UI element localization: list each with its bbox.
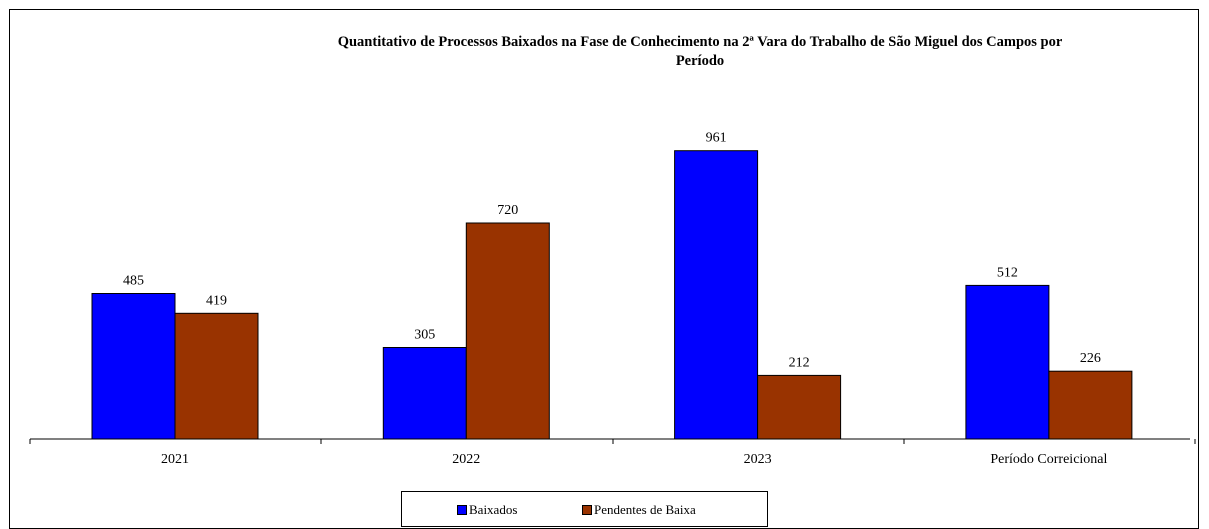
- bar-baixados-3: [965, 284, 1050, 440]
- data-label: 226: [1080, 351, 1101, 366]
- chart-title: Quantitativo de Processos Baixados na Fa…: [200, 33, 1200, 71]
- bar-pendentes-3: [1048, 370, 1133, 440]
- data-label: 305: [414, 328, 435, 343]
- bar-baixados-0: [91, 293, 176, 440]
- x-tick-label: 2022: [452, 452, 480, 467]
- legend-swatch-pendentes: [582, 505, 592, 515]
- bar-pendentes-0: [174, 312, 259, 440]
- x-tick-label: Período Correicional: [990, 452, 1107, 467]
- data-label: 485: [123, 274, 144, 289]
- chart-title-line-2: Período: [675, 53, 725, 69]
- chart-frame: [9, 9, 1199, 529]
- bar-baixados-2: [674, 150, 759, 440]
- x-tick-label: 2023: [744, 452, 772, 467]
- bar-baixados-1: [382, 347, 467, 440]
- data-label: 720: [497, 203, 518, 218]
- bar-pendentes-1: [465, 222, 550, 440]
- data-label: 961: [706, 131, 727, 146]
- legend-item-pendentes: Pendentes de Baixa: [582, 502, 696, 518]
- chart-title-line-1: Quantitativo de Processos Baixados na Fa…: [337, 34, 1063, 50]
- x-tick-label: 2021: [161, 452, 189, 467]
- legend-label-baixados: Baixados: [469, 502, 518, 517]
- data-label: 212: [789, 355, 810, 370]
- chart-legend: Baixados Pendentes de Baixa: [401, 491, 768, 527]
- data-label: 419: [206, 293, 227, 308]
- legend-swatch-baixados: [457, 505, 467, 515]
- bar-pendentes-2: [757, 374, 842, 440]
- data-label: 512: [997, 265, 1018, 280]
- legend-item-baixados: Baixados: [457, 502, 517, 518]
- legend-label-pendentes: Pendentes de Baixa: [594, 502, 696, 517]
